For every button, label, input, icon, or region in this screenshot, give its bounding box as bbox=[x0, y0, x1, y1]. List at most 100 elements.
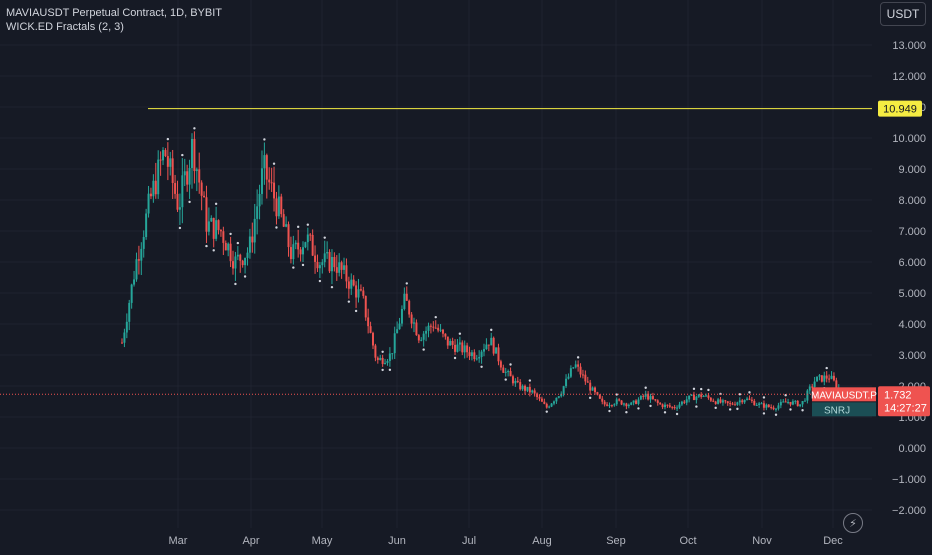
candle-body bbox=[330, 257, 333, 272]
candle-body bbox=[178, 207, 181, 210]
candle-body bbox=[154, 180, 157, 195]
candle-body bbox=[364, 295, 367, 318]
candle-body bbox=[456, 344, 459, 352]
fractal-marker bbox=[504, 378, 507, 381]
candle-body bbox=[219, 230, 222, 232]
current-price-tag bbox=[878, 386, 930, 417]
candle-body bbox=[244, 257, 247, 266]
candle-body bbox=[557, 396, 560, 398]
candle-body bbox=[618, 399, 621, 401]
price-tick-label: 8.000 bbox=[898, 195, 926, 207]
currency-button[interactable]: USDT bbox=[880, 2, 926, 26]
fractal-marker bbox=[323, 236, 326, 239]
candle-body bbox=[408, 300, 411, 315]
price-tick-label: 6.000 bbox=[898, 257, 926, 269]
fractal-marker bbox=[306, 223, 310, 226]
candle-body bbox=[569, 368, 572, 377]
candle-body bbox=[193, 138, 196, 172]
candle-body bbox=[832, 375, 835, 381]
candle-body bbox=[622, 403, 625, 405]
candle-body bbox=[524, 385, 527, 391]
fractal-marker bbox=[675, 412, 679, 416]
candle-body bbox=[560, 393, 563, 397]
fractal-marker bbox=[545, 410, 548, 413]
candle-body bbox=[458, 342, 461, 345]
fractal-marker bbox=[214, 202, 218, 206]
candle-body bbox=[717, 399, 720, 404]
price-tick-label: 4.000 bbox=[898, 319, 926, 331]
candle-body bbox=[688, 395, 691, 400]
candle-body bbox=[273, 182, 276, 199]
candle-body bbox=[664, 404, 666, 408]
fractal-marker bbox=[434, 315, 437, 319]
candle-body bbox=[613, 404, 616, 406]
candle-body bbox=[343, 265, 346, 270]
candle-body bbox=[516, 380, 519, 383]
indicator-badge-label: SNRJ bbox=[824, 405, 850, 416]
candle-body bbox=[171, 158, 174, 184]
fractal-marker bbox=[801, 409, 804, 412]
candle-body bbox=[702, 396, 705, 398]
symbol-title[interactable]: MAVIAUSDT Perpetual Contract, 1D, BYBIT bbox=[6, 7, 223, 19]
candle-body bbox=[762, 403, 765, 408]
candle-body bbox=[760, 403, 763, 405]
lightning-icon[interactable]: ⚡ bbox=[843, 513, 863, 533]
countdown-label: 14:27:27 bbox=[884, 402, 927, 414]
candle-body bbox=[676, 407, 679, 409]
price-tick-label: −2.000 bbox=[892, 505, 926, 517]
candle-body bbox=[265, 155, 268, 180]
candle-body bbox=[830, 375, 833, 379]
candle-body bbox=[359, 289, 362, 291]
candle-body bbox=[381, 357, 384, 364]
candle-body bbox=[434, 327, 437, 329]
time-tick-label: Mar bbox=[169, 535, 188, 547]
candle-body bbox=[511, 376, 514, 384]
candle-body bbox=[229, 243, 232, 262]
fractal-marker bbox=[166, 137, 170, 141]
candle-body bbox=[388, 353, 391, 361]
indicator-title[interactable]: WICK.ED Fractals (2, 3) bbox=[6, 21, 124, 33]
fractal-marker bbox=[615, 393, 618, 396]
price-tick-label: 13.000 bbox=[892, 40, 926, 52]
fractal-marker bbox=[236, 241, 240, 245]
candle-body bbox=[367, 317, 370, 327]
candle-body bbox=[328, 252, 331, 272]
candle-body bbox=[630, 402, 633, 405]
candle-body bbox=[767, 404, 770, 408]
candle-body bbox=[282, 214, 285, 227]
candle-body bbox=[463, 345, 466, 353]
candle-body bbox=[608, 405, 611, 407]
candle-body bbox=[577, 364, 580, 367]
candle-body bbox=[437, 327, 440, 331]
fractal-marker bbox=[692, 387, 696, 391]
candle-body bbox=[340, 262, 343, 270]
candle-body bbox=[562, 386, 565, 394]
candle-body bbox=[128, 302, 131, 322]
candle-body bbox=[169, 158, 172, 167]
fractal-marker bbox=[748, 391, 751, 394]
candle-body bbox=[374, 345, 377, 358]
fractal-marker bbox=[762, 412, 766, 415]
candle-body bbox=[480, 351, 483, 357]
candle-body bbox=[304, 242, 307, 248]
fractal-marker bbox=[205, 244, 208, 248]
candle-body bbox=[147, 193, 150, 214]
candle-body bbox=[825, 375, 828, 379]
fractal-marker bbox=[212, 249, 215, 252]
candle-body bbox=[820, 375, 823, 382]
candle-body bbox=[808, 386, 811, 391]
candle-body bbox=[236, 254, 239, 257]
candle-body bbox=[166, 156, 169, 167]
candle-body bbox=[499, 361, 502, 368]
candle-body bbox=[533, 390, 536, 394]
candle-body bbox=[425, 330, 428, 334]
fractal-marker bbox=[453, 356, 457, 360]
candle-body bbox=[157, 159, 160, 195]
candle-body bbox=[835, 380, 838, 388]
candle-body bbox=[287, 224, 290, 248]
candle-body bbox=[253, 218, 256, 243]
candle-body bbox=[217, 220, 220, 231]
candle-body bbox=[791, 401, 794, 405]
